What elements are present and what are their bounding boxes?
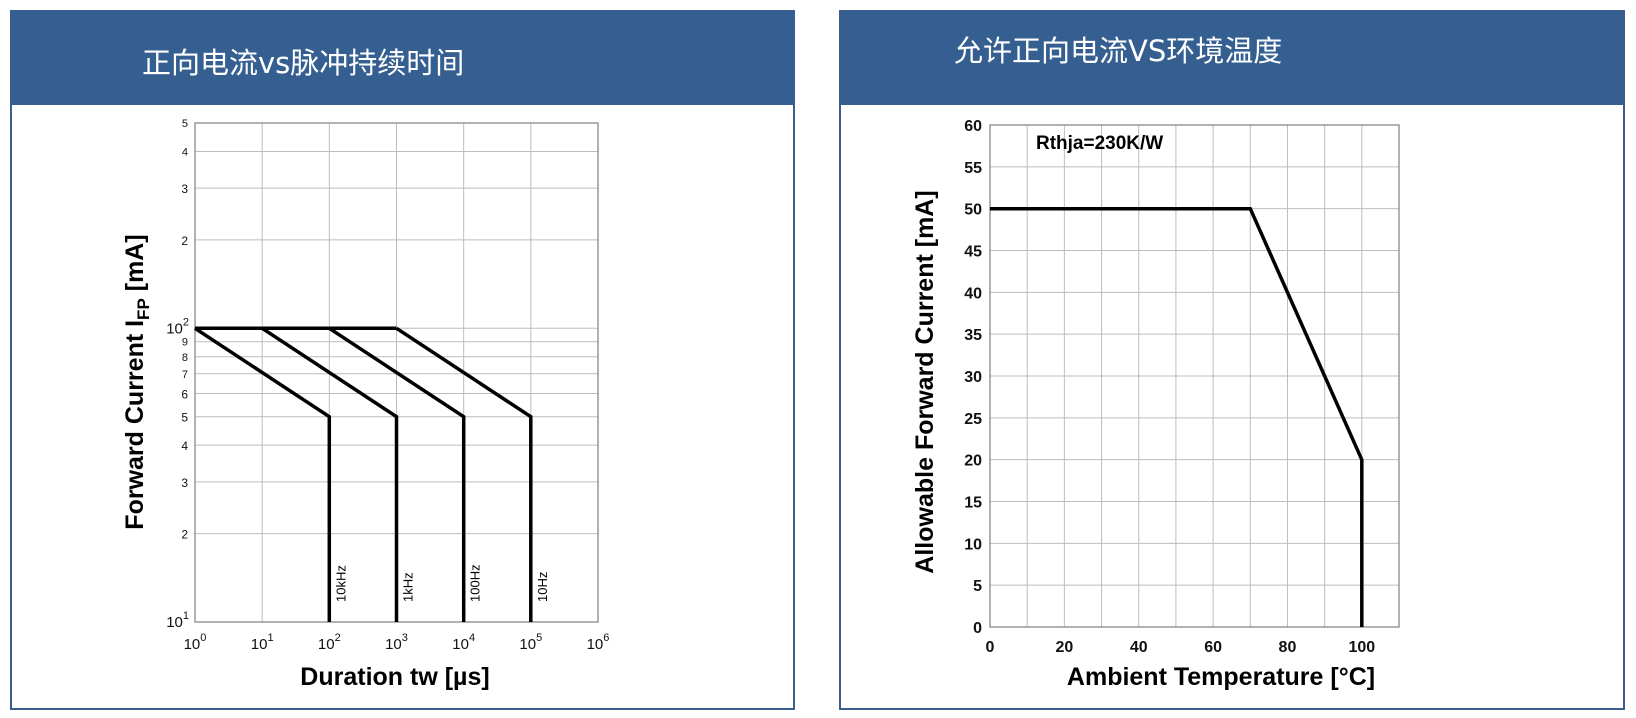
chart-panel-pulse: 正向电流vs脉冲持续时间 101 102 2 3 4 5 6 7 8 9 2 3 4 5 100 101 10… [10,10,795,710]
series-line [261,326,399,622]
y-tick-label: 45 [964,244,982,261]
y-tick-label: 10 [964,536,982,553]
plot-frame [989,124,1400,628]
y-tick-label: 15 [964,495,982,512]
tick-base: 10 [519,636,536,653]
panel-header: 正向电流vs脉冲持续时间 [12,12,793,105]
y-tick-label: 20 [964,453,982,470]
x-tick-label: 106 [587,632,610,653]
thermal-resistance-annotation: Rthja=230K/W [1036,133,1163,154]
y-tick-label: 3 [181,476,188,490]
x-tick-label: 103 [385,632,408,653]
y-axis-title-unit: [mA] [121,234,149,298]
y-axis-title-main: Forward Current I [121,320,149,530]
y-tick-label: 5 [973,578,982,595]
y-tick-label: 3 [181,182,188,196]
y-tick-label: 40 [964,285,982,302]
x-tick-label: 100 [184,632,207,653]
x-tick-label: 80 [1279,639,1297,656]
y-axis-title: Allowable Forward Current [mA] [911,190,939,573]
y-tick-label: 30 [964,369,982,386]
tick-base: 10 [452,636,469,653]
x-tick-label: 60 [1204,639,1222,656]
tick-exponent: 6 [603,632,609,644]
x-tick-label: 102 [318,632,341,653]
tick-base: 10 [184,636,201,653]
tick-base: 10 [251,636,268,653]
y-axis-title: Forward Current IFP [mA] [121,234,153,529]
tick-exponent: 5 [536,632,542,644]
y-tick-label: 60 [964,118,982,135]
chart-grid [990,124,1399,628]
tick-base: 10 [318,636,335,653]
y-tick-label: 50 [964,202,982,219]
y-tick-label: 2 [181,234,188,248]
panel-header: 允许正向电流VS环境温度 [841,12,1623,105]
tick-base: 10 [166,320,183,337]
y-tick-label: 8 [182,352,188,364]
tick-exponent: 3 [402,632,408,644]
x-tick-label: 100 [1348,639,1375,656]
series-line [395,326,533,622]
x-tick-label: 20 [1055,639,1073,656]
chart-curves [990,206,1364,627]
tick-base: 10 [385,636,402,653]
tick-exponent: 2 [183,316,189,328]
panel-title: 正向电流vs脉冲持续时间 [142,46,465,80]
tick-exponent: 1 [267,632,273,644]
x-axis-ticks: 0 20 40 60 80 100 [986,639,1376,656]
y-tick-label: 35 [964,327,982,344]
tick-base: 10 [166,614,183,631]
x-tick-label: 101 [251,632,274,653]
y-tick-label: 55 [964,160,982,177]
y-tick-label: 4 [182,146,188,158]
series-label: 100Hz [468,564,483,602]
x-tick-label: 0 [986,639,995,656]
derating-chart: 0 5 10 15 20 25 30 35 40 45 50 55 60 0 20 40 60 80 100 Rt… [911,118,1400,691]
x-axis-title: Duration tw [µs] [300,663,489,691]
series-label: 10kHz [333,565,348,602]
y-tick-label: 25 [964,411,982,428]
y-tick-label: 5 [182,118,188,130]
x-axis-title: Ambient Temperature [°C] [1067,663,1375,691]
y-tick-label: 2 [181,528,188,542]
tick-exponent: 4 [469,632,475,644]
series-line [328,326,466,622]
tick-exponent: 0 [200,632,206,644]
chart-frame [989,124,1400,628]
x-axis-ticks: 100 101 102 103 104 105 106 [184,632,610,653]
y-tick-label: 101 [166,610,189,631]
y-axis-ticks: 0 5 10 15 20 25 30 35 40 45 50 55 60 [964,118,982,637]
y-tick-label: 0 [973,620,982,637]
y-tick-label: 6 [181,387,188,401]
panel-title: 允许正向电流VS环境温度 [954,34,1283,68]
y-tick-label: 5 [181,411,188,425]
x-tick-label: 104 [452,632,475,653]
y-tick-label: 7 [182,369,188,381]
y-tick-label: 9 [182,337,188,349]
y-tick-label: 102 [166,316,189,337]
y-axis-title-sub: FP [134,298,153,320]
series-line [194,326,332,622]
series-line [990,206,1364,627]
series-label: 10Hz [535,572,550,602]
tick-exponent: 1 [183,610,189,622]
x-tick-label: 40 [1130,639,1148,656]
series-labels: 10kHz 1kHz 100Hz 10Hz [333,564,549,602]
tick-base: 10 [587,636,604,653]
chart-curves [194,326,533,622]
series-label: 1kHz [401,572,416,602]
tick-exponent: 2 [335,632,341,644]
x-tick-label: 105 [519,632,542,653]
chart-panel-derating: 允许正向电流VS环境温度 0 5 10 15 20 25 30 35 40 45 50 55 60 0 2… [839,10,1625,710]
y-tick-label: 4 [181,439,188,453]
